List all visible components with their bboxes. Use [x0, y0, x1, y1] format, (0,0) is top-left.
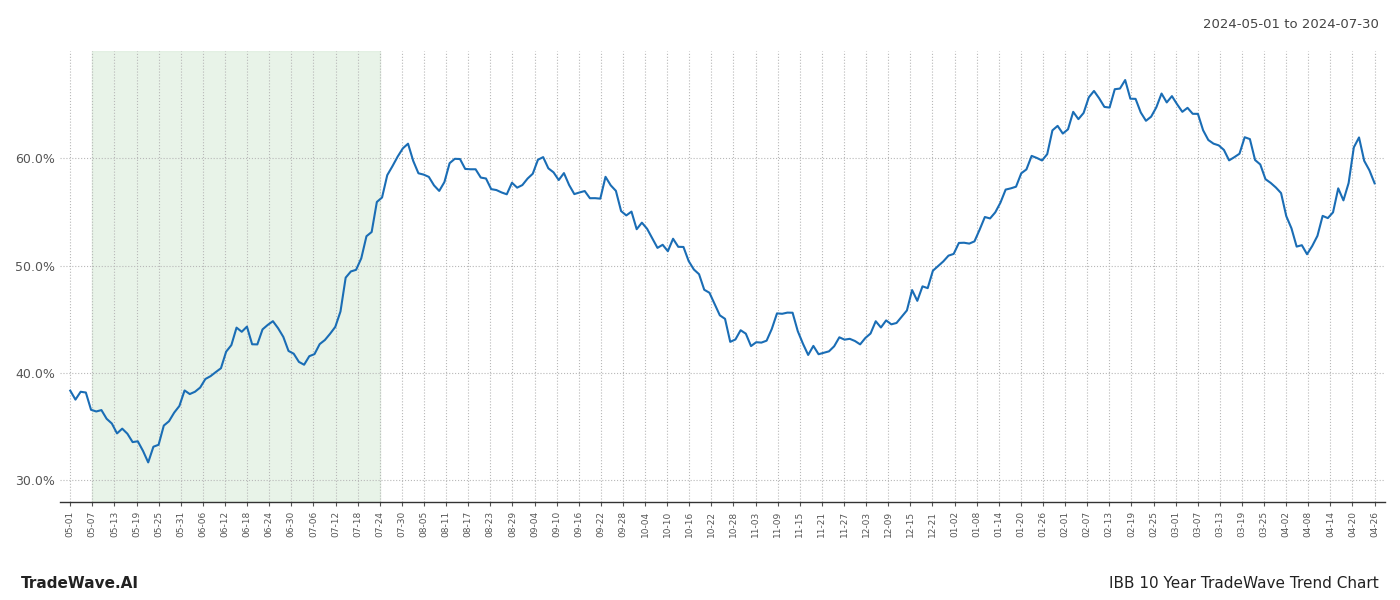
Text: IBB 10 Year TradeWave Trend Chart: IBB 10 Year TradeWave Trend Chart [1109, 576, 1379, 591]
Bar [92, 51, 379, 502]
Text: TradeWave.AI: TradeWave.AI [21, 576, 139, 591]
Text: 2024-05-01 to 2024-07-30: 2024-05-01 to 2024-07-30 [1203, 18, 1379, 31]
